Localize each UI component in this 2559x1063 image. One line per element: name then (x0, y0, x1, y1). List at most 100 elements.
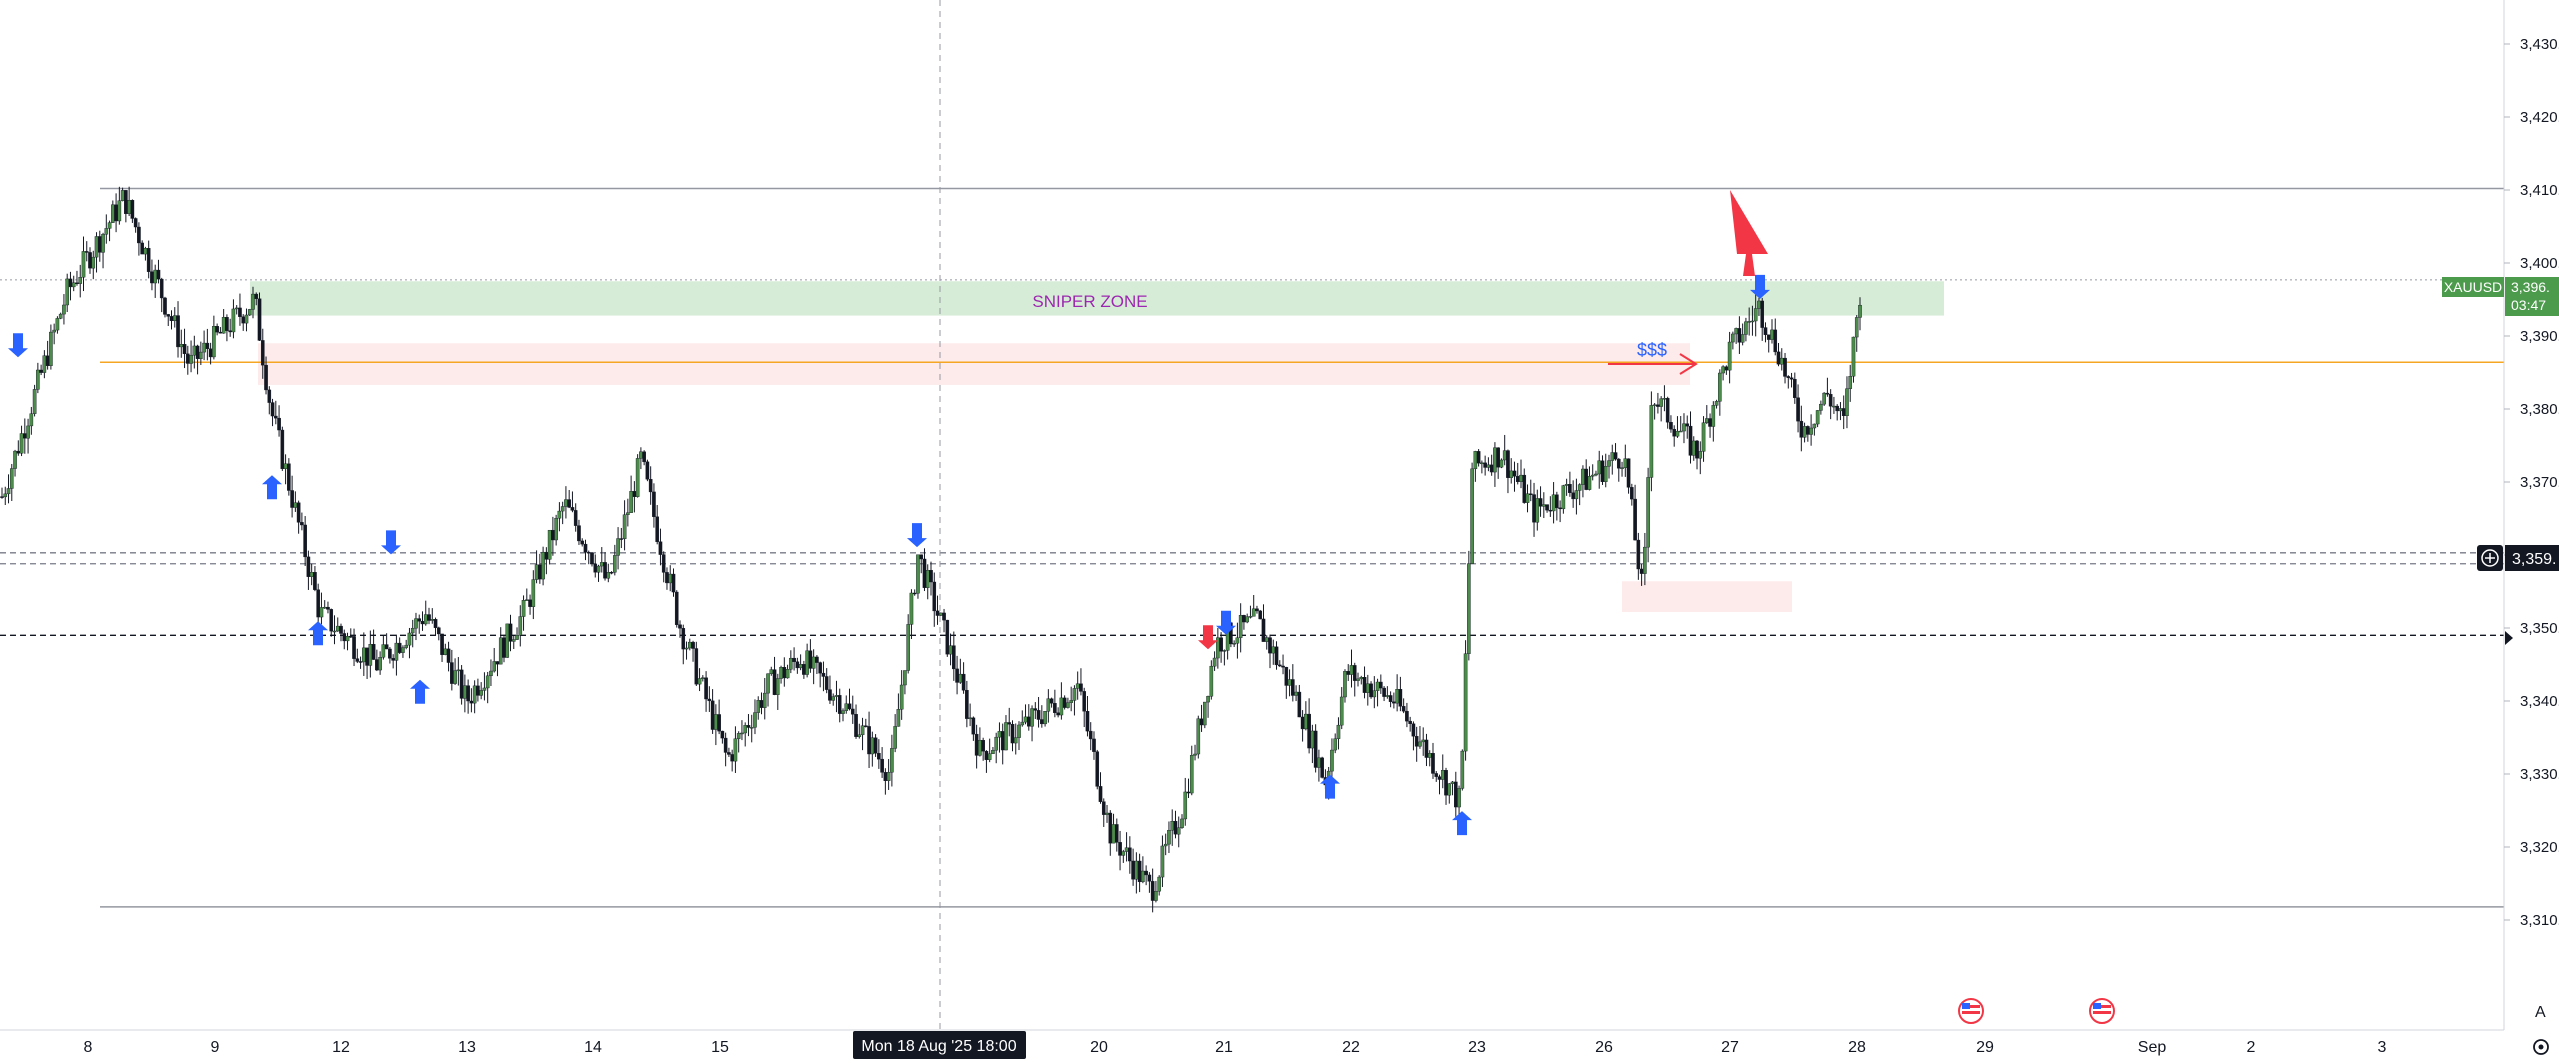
candle-up (857, 734, 862, 737)
candle-up (1167, 829, 1171, 845)
candle-up (1714, 401, 1719, 406)
candle-down (648, 479, 653, 493)
candle-up (81, 251, 86, 278)
y-tick-label: 3,370. (2520, 474, 2559, 491)
candle-up (443, 648, 448, 655)
candle-up (1395, 689, 1399, 704)
candle-down (365, 647, 369, 666)
x-tick-label: 28 (1848, 1039, 1866, 1056)
candle-up (293, 502, 298, 508)
candle-up (1375, 681, 1380, 691)
candle-down (952, 645, 956, 670)
candle-up (362, 647, 366, 663)
candle-down (1010, 724, 1015, 744)
candle-down (1144, 870, 1148, 876)
candle-down (1242, 615, 1246, 623)
candle-up (479, 690, 483, 696)
candle-down (1173, 820, 1178, 835)
candle-up (1023, 716, 1028, 723)
candle-down (459, 669, 464, 699)
candle-up (1607, 460, 1611, 467)
candle-down (1825, 392, 1830, 395)
x-tick-label: 22 (1342, 1039, 1360, 1056)
price-axis[interactable]: 3,310.3,320.3,330.3,340.3,350.3,360.3,37… (2503, 0, 2559, 1030)
candle-up (1519, 474, 1523, 482)
settings-gear-icon[interactable] (2533, 1039, 2549, 1055)
x-tick-label: 2 (2247, 1039, 2256, 1056)
candle-up (1623, 458, 1628, 468)
candle-down (1636, 539, 1641, 570)
candle-up (1509, 470, 1514, 478)
candle-up (775, 678, 780, 695)
candle-up (769, 669, 774, 674)
candle-up (1046, 698, 1051, 712)
y-tick-label: 3,340. (2520, 693, 2559, 710)
candle-down (544, 551, 549, 560)
x-tick-label: Sep (2138, 1039, 2167, 1056)
x-tick-label: 23 (1468, 1039, 1486, 1056)
candle-down (1431, 753, 1435, 774)
candle-up (498, 637, 503, 665)
candle-down (397, 642, 402, 653)
candle-down (1036, 710, 1041, 720)
candle-up (1212, 657, 1217, 667)
candle-down (1352, 665, 1357, 681)
x-tick-label: 20 (1090, 1039, 1108, 1056)
candle-down (114, 204, 118, 222)
candle-down (1398, 689, 1403, 707)
candle-up (1812, 423, 1817, 429)
candle-down (1033, 708, 1038, 711)
y-tick-label: 3,310. (2520, 912, 2559, 929)
candle-up (111, 204, 115, 223)
candle-down (68, 278, 73, 288)
candle-up (1659, 398, 1663, 407)
candle-down (1776, 351, 1781, 365)
candle-down (590, 552, 594, 565)
candle-down (655, 516, 659, 542)
candle-up (1740, 334, 1745, 343)
candle-up (1581, 468, 1585, 485)
candle-up (1287, 679, 1292, 686)
candle-up (407, 632, 412, 646)
buy-arrow-icon (308, 621, 328, 646)
candle-down (1506, 450, 1510, 478)
candle-down (1382, 687, 1386, 697)
crosshair-price-tag[interactable]: 3,359. (2477, 545, 2559, 571)
candle-down (864, 725, 868, 727)
candle-down (1558, 507, 1562, 510)
candle-up (1603, 466, 1608, 482)
candle-down (1532, 494, 1536, 523)
candle-down (1255, 608, 1259, 612)
candle-down (1434, 773, 1439, 777)
candle-up (1802, 426, 1807, 438)
candle-up (1574, 490, 1579, 500)
us-flag-icon[interactable] (1958, 998, 1984, 1024)
candle-down (1307, 713, 1311, 749)
candle-up (798, 664, 803, 669)
candle-down (1369, 683, 1373, 698)
candle-up (1043, 711, 1047, 725)
time-axis[interactable]: 8 9 12 13 14 15 20 21 22 23 26 27 28 29 Sep 2 3 (0, 1029, 2504, 1056)
candle-up (453, 670, 457, 684)
us-flag-icon[interactable] (2089, 998, 2115, 1024)
candle-up (1704, 418, 1709, 423)
candle-down (1062, 697, 1067, 708)
candle-down (867, 726, 871, 755)
candle-down (1199, 718, 1204, 726)
candle-down (1489, 464, 1494, 473)
candle-up (1845, 388, 1849, 417)
candle-down (238, 307, 242, 317)
auto-scale-button[interactable]: A (2535, 1004, 2546, 1021)
candle-down (935, 610, 940, 616)
candle-up (101, 234, 105, 253)
candle-down (1695, 440, 1699, 459)
candle-up (1467, 563, 1471, 654)
candle-down (850, 708, 855, 715)
candle-down (1616, 458, 1621, 469)
candle-up (521, 600, 526, 617)
candle-up (1815, 410, 1820, 425)
candle-down (440, 633, 444, 655)
x-tick-label: 21 (1215, 1039, 1233, 1056)
candle-down (241, 316, 246, 324)
